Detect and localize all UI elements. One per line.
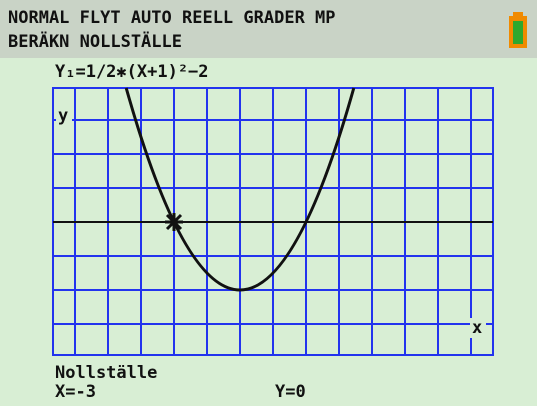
result-title: Nollställe [55, 363, 157, 383]
status-bar [0, 0, 537, 58]
function-curve [124, 87, 356, 292]
trace-cursor [165, 213, 183, 231]
x-axis-label: x [472, 318, 482, 338]
y-axis-label: y [58, 106, 68, 126]
battery-icon [509, 12, 527, 48]
label-bg [56, 106, 72, 126]
status-line: BERÄKN NOLLSTÄLLE [8, 30, 182, 52]
function-label: Y₁=1/2✱(X+1)²−2 [55, 62, 209, 82]
label-bg [470, 318, 486, 338]
status-line: NORMAL FLYT AUTO REELL GRADER MP [8, 8, 336, 28]
y-result: Y=0 [275, 382, 306, 402]
x-result: X=-3 [55, 382, 96, 402]
